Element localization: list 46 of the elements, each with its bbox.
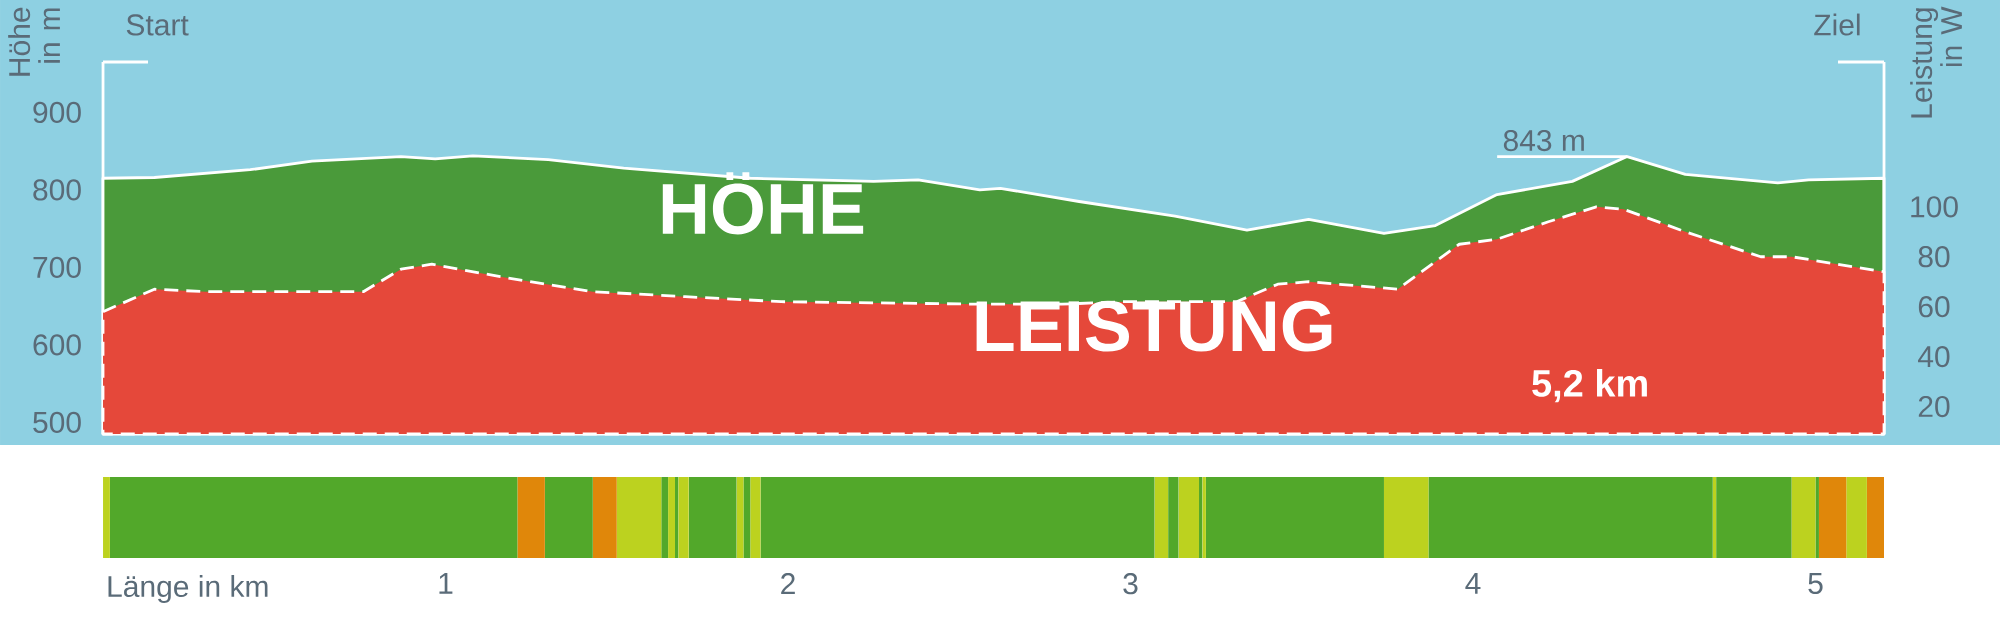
bar bbox=[678, 477, 689, 558]
bar bbox=[668, 477, 675, 558]
y-tick-label: 800 bbox=[33, 179, 81, 201]
bar bbox=[1791, 477, 1816, 558]
annotation: 843 m bbox=[1503, 129, 1584, 152]
bar bbox=[1383, 477, 1429, 558]
bar bbox=[1205, 477, 1384, 558]
bar bbox=[1846, 477, 1867, 558]
bar bbox=[743, 477, 751, 558]
y-tick-label: 600 bbox=[33, 334, 81, 356]
bar bbox=[109, 477, 518, 558]
text: Ziel bbox=[1814, 13, 1860, 36]
y-tick-label: 500 bbox=[33, 411, 81, 433]
y2-tick-label: 20 bbox=[1918, 395, 1950, 418]
y2-tick-label: 40 bbox=[1918, 345, 1950, 368]
series-label: LEISTUNG bbox=[976, 300, 1332, 352]
x-tick-label: 2 bbox=[781, 573, 795, 595]
bar bbox=[592, 477, 617, 558]
text: Start bbox=[126, 14, 189, 36]
bar bbox=[544, 477, 593, 558]
y-axis-title: Höhe in m bbox=[8, 7, 60, 76]
x-tick-label: 3 bbox=[1123, 573, 1138, 595]
series-label: HÖHE bbox=[662, 172, 864, 235]
y2-tick-label: 100 bbox=[1911, 196, 1958, 218]
bar bbox=[750, 477, 761, 558]
y2-axis-title: Leistung in W bbox=[1910, 6, 1962, 118]
bar bbox=[1716, 477, 1792, 558]
bar bbox=[688, 477, 737, 558]
bar bbox=[760, 477, 1155, 558]
x-tick-label: 5 bbox=[1808, 573, 1823, 594]
bar bbox=[517, 477, 545, 558]
annotation: 5,2 km bbox=[1532, 368, 1647, 403]
bar bbox=[1178, 477, 1200, 558]
bar bbox=[1818, 477, 1847, 558]
bar bbox=[1428, 477, 1713, 558]
x-tick-label: 1 bbox=[439, 573, 453, 594]
x-tick-label: 4 bbox=[1465, 573, 1481, 594]
y-tick-label: 900 bbox=[33, 101, 81, 123]
y-tick-label: 700 bbox=[33, 256, 81, 278]
x-axis-title: Länge in km bbox=[108, 575, 268, 604]
y2-tick-label: 80 bbox=[1918, 246, 1950, 268]
y2-tick-label: 60 bbox=[1918, 296, 1950, 318]
bar bbox=[1168, 477, 1179, 558]
bar bbox=[1154, 477, 1169, 558]
bar bbox=[616, 477, 662, 558]
bar bbox=[1866, 477, 1885, 558]
